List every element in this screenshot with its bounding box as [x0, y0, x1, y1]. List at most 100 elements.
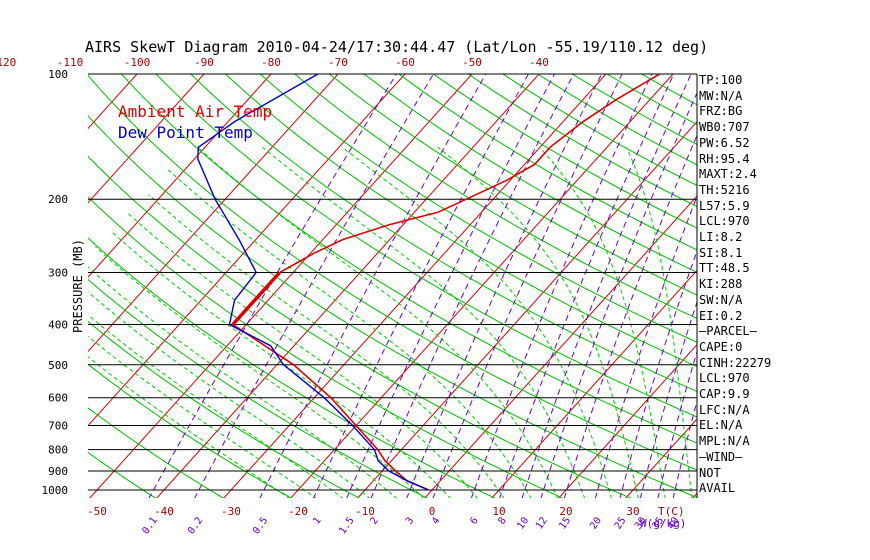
ambient-temp-thick-segment [231, 271, 281, 326]
top-temp-tick-label: -70 [328, 56, 348, 69]
pressure-tick-label: 1000 [42, 484, 69, 497]
mixing-ratio-tick-label: 4 [430, 515, 442, 526]
chart-title: AIRS SkewT Diagram 2010-04-24/17:30:44.4… [85, 38, 708, 56]
sounding-index-item: —WIND— [699, 449, 743, 464]
dry-adiabat-line [363, 74, 697, 273]
pressure-tick-label: 800 [48, 444, 68, 457]
moist-adiabat-line [167, 169, 532, 498]
sounding-index-item: LCL:970 [699, 371, 750, 386]
bottom-temp-tick-label: -50 [87, 505, 107, 518]
moist-adiabat-line [111, 231, 451, 498]
pressure-tick-labels: 100 200 300 400 500 600 700 800 900 1000 [42, 68, 69, 497]
moist-adiabat-line [94, 246, 424, 498]
moist-adiabat-line [148, 194, 505, 498]
pressure-tick-label: 600 [48, 392, 68, 405]
sounding-index-item: TP:100 [699, 73, 743, 87]
sounding-index-item: EI:0.2 [699, 308, 743, 323]
sounding-index-item: SI:8.1 [699, 245, 743, 260]
moist-adiabat-line [88, 266, 398, 498]
mixing-ratio-line [657, 350, 697, 498]
sounding-index-item: RH:95.4 [699, 151, 750, 166]
ambient-temp-line [231, 74, 661, 491]
dry-adiabat-line [190, 74, 697, 393]
dry-adiabat-line [88, 278, 428, 498]
sounding-index-item: CINH:22279 [699, 355, 772, 370]
isotherm-line [357, 120, 697, 498]
sounding-index-item: CAP:9.9 [699, 387, 750, 401]
isotherm-line [88, 74, 339, 353]
sounding-index-item: MW:N/A [699, 88, 743, 103]
dry-adiabat-line [88, 237, 496, 498]
sounding-series [197, 74, 661, 491]
dry-adiabat-line [88, 196, 564, 498]
bottom-temp-unit: T(C) [658, 505, 685, 518]
top-temp-tick-label: -90 [194, 56, 214, 69]
mixing-ratio-line [540, 91, 697, 498]
sounding-index-item: KI:288 [699, 277, 743, 292]
isotherm-line [88, 74, 205, 204]
mixing-ratio-line [406, 74, 603, 498]
isotherm-line [0, 74, 70, 498]
mixing-ratio-tick-label: 20 [588, 515, 604, 531]
isotherm-lines [0, 74, 870, 498]
dry-adiabat-line [433, 74, 697, 229]
isotherm-line [760, 74, 870, 498]
pressure-tick-label: 100 [48, 68, 68, 81]
dry-adiabat-line [88, 407, 225, 498]
sounding-index-item: EL:N/A [699, 418, 743, 433]
isotherm-line [156, 74, 540, 498]
moist-adiabat-line [126, 211, 478, 498]
mixing-ratio-line [194, 74, 434, 498]
mixing-ratio-tick-label: 6 [468, 515, 480, 526]
mixing-ratio-tick-label: 0.1 [140, 515, 159, 536]
moist-adiabat-line [262, 146, 586, 498]
isotherm-line [558, 343, 697, 498]
mixing-ratio-line [346, 74, 555, 498]
moist-adiabat-line [88, 291, 371, 498]
sounding-index-item: CAPE:0 [699, 339, 743, 354]
dry-adiabat-line [294, 74, 697, 319]
sounding-index-item: MAXT:2.4 [699, 167, 757, 182]
pressure-tick-label: 300 [48, 266, 68, 279]
top-temp-tick-label: -40 [529, 56, 549, 69]
mixing-ratio-unit: W(g/kg) [640, 517, 686, 530]
top-temp-tick-label: -100 [124, 56, 151, 69]
mixing-ratio-line [470, 74, 653, 498]
isotherm-line [88, 74, 272, 278]
pressure-tick-label: 400 [48, 318, 68, 331]
mixing-ratio-line [594, 195, 697, 498]
bottom-temp-tick-label: 20 [559, 505, 572, 518]
mixing-ratio-line [619, 249, 697, 498]
mixing-ratio-line [148, 74, 397, 498]
dry-adiabat-line [641, 74, 697, 106]
legend-dew: Dew Point Temp [118, 123, 253, 142]
dew-point-line [197, 74, 429, 491]
top-temperature-tick-labels: -120 -110 -100 -90 -80 -70 -60 -50 -40 [0, 56, 549, 69]
bottom-temp-tick-label: -30 [221, 505, 241, 518]
mixing-ratio-line [313, 74, 529, 498]
sounding-index-item: PW:6.52 [699, 135, 750, 150]
bottom-temp-tick-label: 30 [626, 505, 639, 518]
dry-adiabat-line [259, 74, 697, 343]
mixing-ratio-line [521, 74, 692, 498]
sounding-index-item: LCL:970 [699, 214, 750, 229]
moist-adiabat-line [88, 356, 290, 498]
dry-adiabat-line [225, 74, 697, 368]
dry-adiabat-line [88, 155, 632, 498]
bottom-temperature-tick-labels: -50 -40 -30 -20 -10 0 10 20 30 [87, 505, 640, 518]
dry-adiabat-line [88, 74, 697, 471]
pressure-tick-label: 900 [48, 465, 68, 478]
mixing-ratio-tick-label: 0.2 [186, 515, 205, 536]
sounding-index-item: TH:5216 [699, 182, 750, 197]
legend-temp: Ambient Air Temp [118, 102, 272, 121]
top-temp-tick-label: -120 [0, 56, 16, 69]
bottom-temp-tick-label: 10 [492, 505, 505, 518]
dry-adiabat-line [398, 74, 697, 251]
top-temp-tick-label: -110 [57, 56, 84, 69]
bottom-temp-tick-label: -20 [288, 505, 308, 518]
sounding-index-item: AVAIL [699, 481, 736, 496]
sounding-index-item: NOT [699, 465, 721, 480]
mixing-ratio-tick-label: 10 [515, 515, 531, 531]
isotherm-line [827, 74, 870, 498]
pressure-tick-label: 500 [48, 359, 68, 372]
